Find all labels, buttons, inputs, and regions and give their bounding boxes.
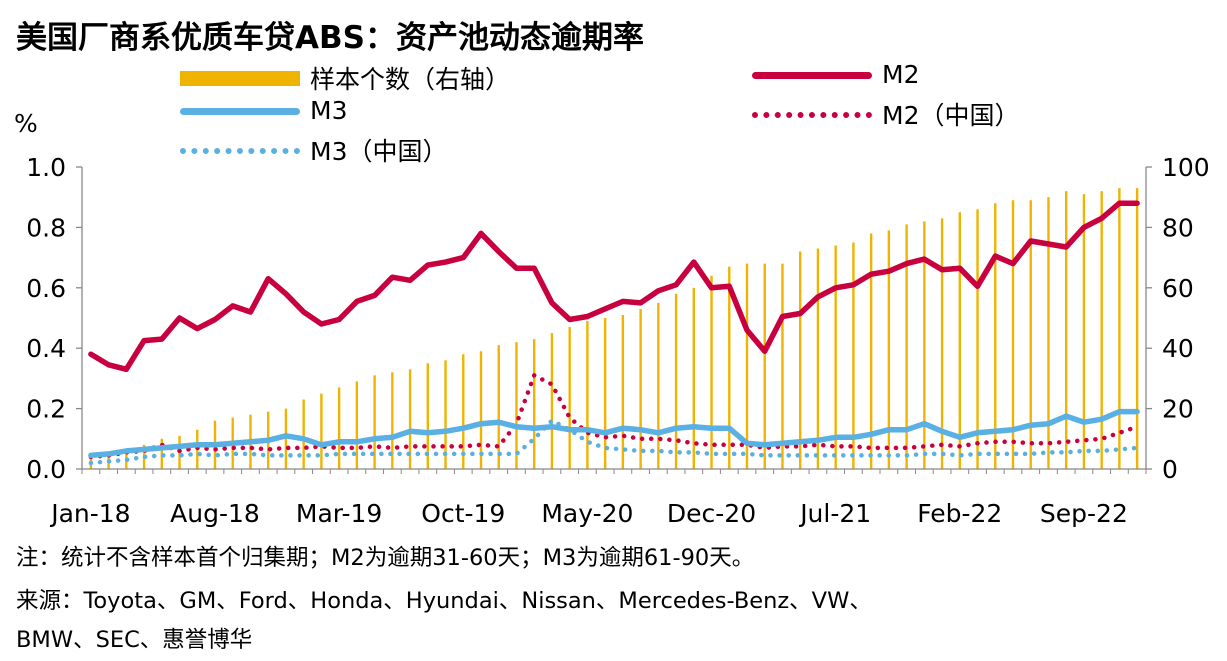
y-tick-label-left: 1.0	[26, 153, 66, 182]
y-tick-label-right: 60	[1162, 274, 1194, 303]
legend-swatch-count	[180, 68, 300, 88]
count-bar	[728, 266, 731, 469]
count-bar	[1135, 188, 1139, 469]
x-tick-label: Oct-19	[421, 499, 505, 528]
count-bar	[1011, 200, 1015, 469]
count-bar	[1047, 197, 1050, 469]
legend-label-m3cn: M3（中国）	[310, 137, 448, 166]
x-tick-label: Feb-22	[917, 499, 1002, 528]
count-bar	[337, 387, 341, 469]
y-tick-label-left: 0.0	[26, 455, 66, 484]
count-bar	[852, 242, 855, 469]
x-tick-label: Dec-20	[667, 499, 756, 528]
note-source: 来源：Toyota、GM、Ford、Honda、Hyundai、Nissan、M…	[16, 588, 872, 614]
count-bar	[603, 318, 607, 469]
series-line	[88, 408, 1140, 459]
count-bar	[497, 345, 500, 469]
y-tick-label-right: 40	[1162, 334, 1194, 363]
count-bar	[816, 248, 820, 469]
series-line	[88, 418, 1140, 466]
x-tick-label: Jan-18	[49, 499, 130, 528]
count-bar	[479, 351, 483, 469]
count-bar	[320, 393, 323, 469]
count-bar	[621, 314, 625, 469]
y-tick-label-right: 100	[1162, 153, 1210, 182]
count-bar	[763, 263, 766, 469]
legend-item-count: 样本个数（右轴）	[180, 60, 510, 96]
x-tick-label: May-20	[541, 499, 633, 528]
legend-swatch-m2	[752, 65, 872, 85]
y-tick-label-right: 0	[1162, 455, 1178, 484]
series-line	[88, 200, 1140, 373]
count-bar	[391, 372, 394, 469]
unit-label: %	[14, 109, 38, 138]
count-bar	[355, 381, 359, 469]
count-bar	[568, 327, 571, 469]
legend-item-m3cn: M3（中国）	[180, 132, 447, 168]
legend-label-count: 样本个数（右轴）	[310, 65, 511, 94]
count-bar	[799, 251, 802, 469]
count-bar	[869, 233, 873, 469]
count-bars	[89, 188, 1139, 470]
x-tick-label: Mar-19	[296, 499, 382, 528]
count-bar	[887, 230, 891, 469]
y-tick-label-left: 0.4	[26, 334, 66, 363]
count-bar	[994, 203, 997, 470]
note-definition: 注：统计不含样本首个归集期；M2为逾期31-60天；M3为逾期61-90天。	[16, 545, 755, 571]
legend-label-m3: M3	[310, 96, 348, 125]
count-bar	[745, 263, 749, 469]
legend-swatch-m2cn	[752, 104, 872, 124]
count-bar	[958, 212, 961, 470]
count-bar	[1118, 188, 1121, 469]
legend-swatch-m3	[180, 101, 300, 121]
count-bar	[834, 245, 837, 469]
count-bar	[923, 221, 926, 469]
count-bar	[1100, 191, 1103, 469]
count-bar	[302, 399, 305, 469]
y-tick-label-left: 0.8	[26, 213, 66, 242]
count-bar	[550, 333, 554, 469]
count-bar	[1029, 200, 1032, 469]
legend-item-m2cn: M2（中国）	[752, 96, 1019, 132]
series-line	[88, 373, 1140, 460]
series-lines	[88, 200, 1140, 466]
count-bar	[284, 408, 288, 469]
legend-swatch-m3cn	[180, 140, 300, 160]
count-bar	[533, 339, 536, 469]
count-bar	[639, 308, 642, 469]
count-bar	[426, 363, 429, 469]
y-tick-label-left: 0.6	[26, 274, 66, 303]
count-bar	[515, 342, 518, 469]
legend-item-m3: M3	[180, 96, 347, 125]
axes	[76, 166, 1152, 474]
legend-item-m2: M2	[752, 60, 919, 89]
count-bar	[692, 287, 695, 469]
count-bar	[905, 224, 908, 469]
y-tick-label-right: 80	[1162, 213, 1194, 242]
x-tick-label: Jul-21	[798, 499, 871, 528]
x-tick-label: Sep-22	[1040, 499, 1128, 528]
count-bar	[710, 275, 713, 469]
count-bar	[444, 360, 447, 469]
count-bar	[976, 209, 979, 469]
count-bar	[586, 321, 589, 469]
legend-label-m2: M2	[882, 60, 920, 89]
tick-labels: 0.0 0.2 0.4 0.6 0.8 1.0 0 20 40 60 80 100 Jan-18 Aug-…	[26, 153, 1209, 528]
y-tick-label-left: 0.2	[26, 395, 66, 424]
count-bar	[462, 354, 465, 469]
count-bar	[373, 375, 376, 469]
count-bar	[1082, 194, 1086, 469]
count-bar	[1065, 191, 1068, 469]
legend-label-m2cn: M2（中国）	[882, 101, 1020, 130]
note-source-cont: BMW、SEC、惠誉博华	[16, 627, 253, 653]
count-bar	[781, 263, 784, 469]
count-bar	[940, 218, 944, 469]
count-bar	[657, 302, 660, 469]
count-bar	[408, 369, 412, 469]
chart-title: 美国厂商系优质车贷ABS：资产池动态逾期率	[16, 20, 644, 56]
count-bar	[674, 293, 678, 469]
x-tick-label: Aug-18	[170, 499, 260, 528]
y-tick-label-right: 20	[1162, 395, 1194, 424]
